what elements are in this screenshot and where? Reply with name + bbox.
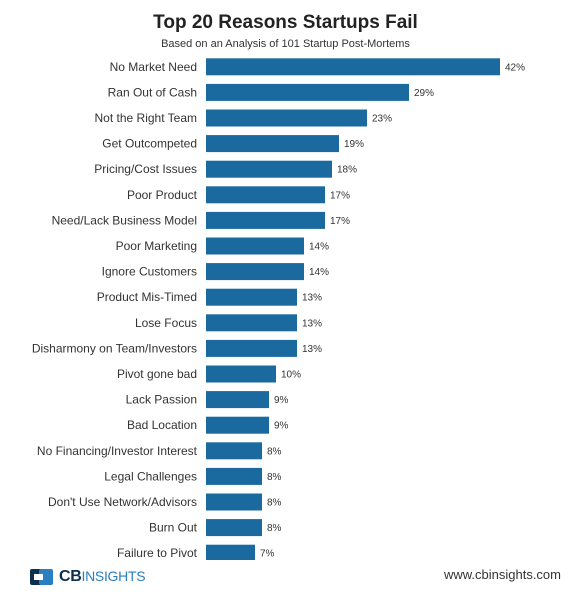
logo-cb-text: CB bbox=[59, 568, 82, 585]
bar bbox=[206, 467, 262, 485]
cb-insights-logo-icon bbox=[30, 569, 53, 585]
bar bbox=[206, 416, 269, 434]
bar bbox=[206, 288, 297, 306]
category-label: Disharmony on Team/Investors bbox=[32, 341, 197, 355]
value-label: 9% bbox=[274, 421, 289, 432]
logo-wordmark: CBINSIGHTS bbox=[59, 568, 146, 586]
cb-insights-logo: CBINSIGHTS bbox=[30, 566, 146, 588]
bar bbox=[206, 58, 500, 76]
value-label: 10% bbox=[281, 370, 301, 381]
chart-title: Top 20 Reasons Startups Fail bbox=[153, 12, 418, 33]
bar bbox=[206, 83, 409, 101]
value-label: 8% bbox=[267, 446, 282, 457]
value-label: 13% bbox=[302, 293, 322, 304]
value-label: 13% bbox=[302, 344, 322, 355]
bar bbox=[206, 442, 262, 460]
value-label: 42% bbox=[505, 62, 525, 73]
category-label: Get Outcompeted bbox=[102, 137, 197, 151]
category-label: No Market Need bbox=[110, 60, 197, 74]
bar bbox=[206, 314, 297, 332]
value-label: 19% bbox=[344, 139, 364, 150]
category-label: Legal Challenges bbox=[104, 469, 197, 483]
value-label: 14% bbox=[309, 267, 329, 278]
bar bbox=[206, 135, 339, 153]
bar-chart: No Market Need 42% Ran Out of Cash 29% Not t… bbox=[32, 58, 525, 560]
category-label: Ignore Customers bbox=[102, 265, 197, 279]
value-label: 17% bbox=[330, 216, 350, 227]
value-label: 9% bbox=[274, 395, 289, 406]
value-label: 13% bbox=[302, 318, 322, 329]
category-label: Ran Out of Cash bbox=[108, 85, 197, 99]
category-label: Poor Product bbox=[127, 188, 198, 202]
bar bbox=[206, 365, 276, 383]
value-label: 8% bbox=[267, 472, 282, 483]
bar bbox=[206, 211, 325, 229]
logo-insights-text: INSIGHTS bbox=[81, 568, 146, 584]
category-label: Bad Location bbox=[127, 418, 197, 432]
value-label: 8% bbox=[267, 523, 282, 534]
category-label: Lack Passion bbox=[126, 393, 197, 407]
category-label: Failure to Pivot bbox=[117, 546, 198, 560]
bar bbox=[206, 263, 304, 281]
value-label: 8% bbox=[267, 498, 282, 509]
category-label: Not the Right Team bbox=[95, 111, 198, 125]
bar bbox=[206, 186, 325, 204]
value-label: 23% bbox=[372, 114, 392, 125]
category-label: Pricing/Cost Issues bbox=[94, 162, 197, 176]
bar bbox=[206, 160, 332, 178]
footer-url: www.cbinsights.com bbox=[443, 567, 561, 582]
value-label: 18% bbox=[337, 165, 357, 176]
bar bbox=[206, 391, 269, 409]
bar bbox=[206, 109, 367, 127]
bar bbox=[206, 544, 255, 560]
value-label: 14% bbox=[309, 242, 329, 253]
value-label: 7% bbox=[260, 549, 275, 560]
bar bbox=[206, 493, 262, 511]
category-label: No Financing/Investor Interest bbox=[37, 444, 198, 458]
bar bbox=[206, 519, 262, 537]
value-label: 29% bbox=[414, 88, 434, 99]
category-label: Product Mis-Timed bbox=[97, 290, 197, 304]
category-label: Burn Out bbox=[149, 521, 198, 535]
value-label: 17% bbox=[330, 190, 350, 201]
chart-subtitle: Based on an Analysis of 101 Startup Post… bbox=[161, 38, 410, 50]
bar bbox=[206, 339, 297, 357]
category-label: Lose Focus bbox=[135, 316, 197, 330]
category-label: Pivot gone bad bbox=[117, 367, 197, 381]
category-label: Poor Marketing bbox=[116, 239, 197, 253]
bar bbox=[206, 237, 304, 255]
category-label: Don't Use Network/Advisors bbox=[48, 495, 197, 509]
category-label: Need/Lack Business Model bbox=[52, 213, 197, 227]
